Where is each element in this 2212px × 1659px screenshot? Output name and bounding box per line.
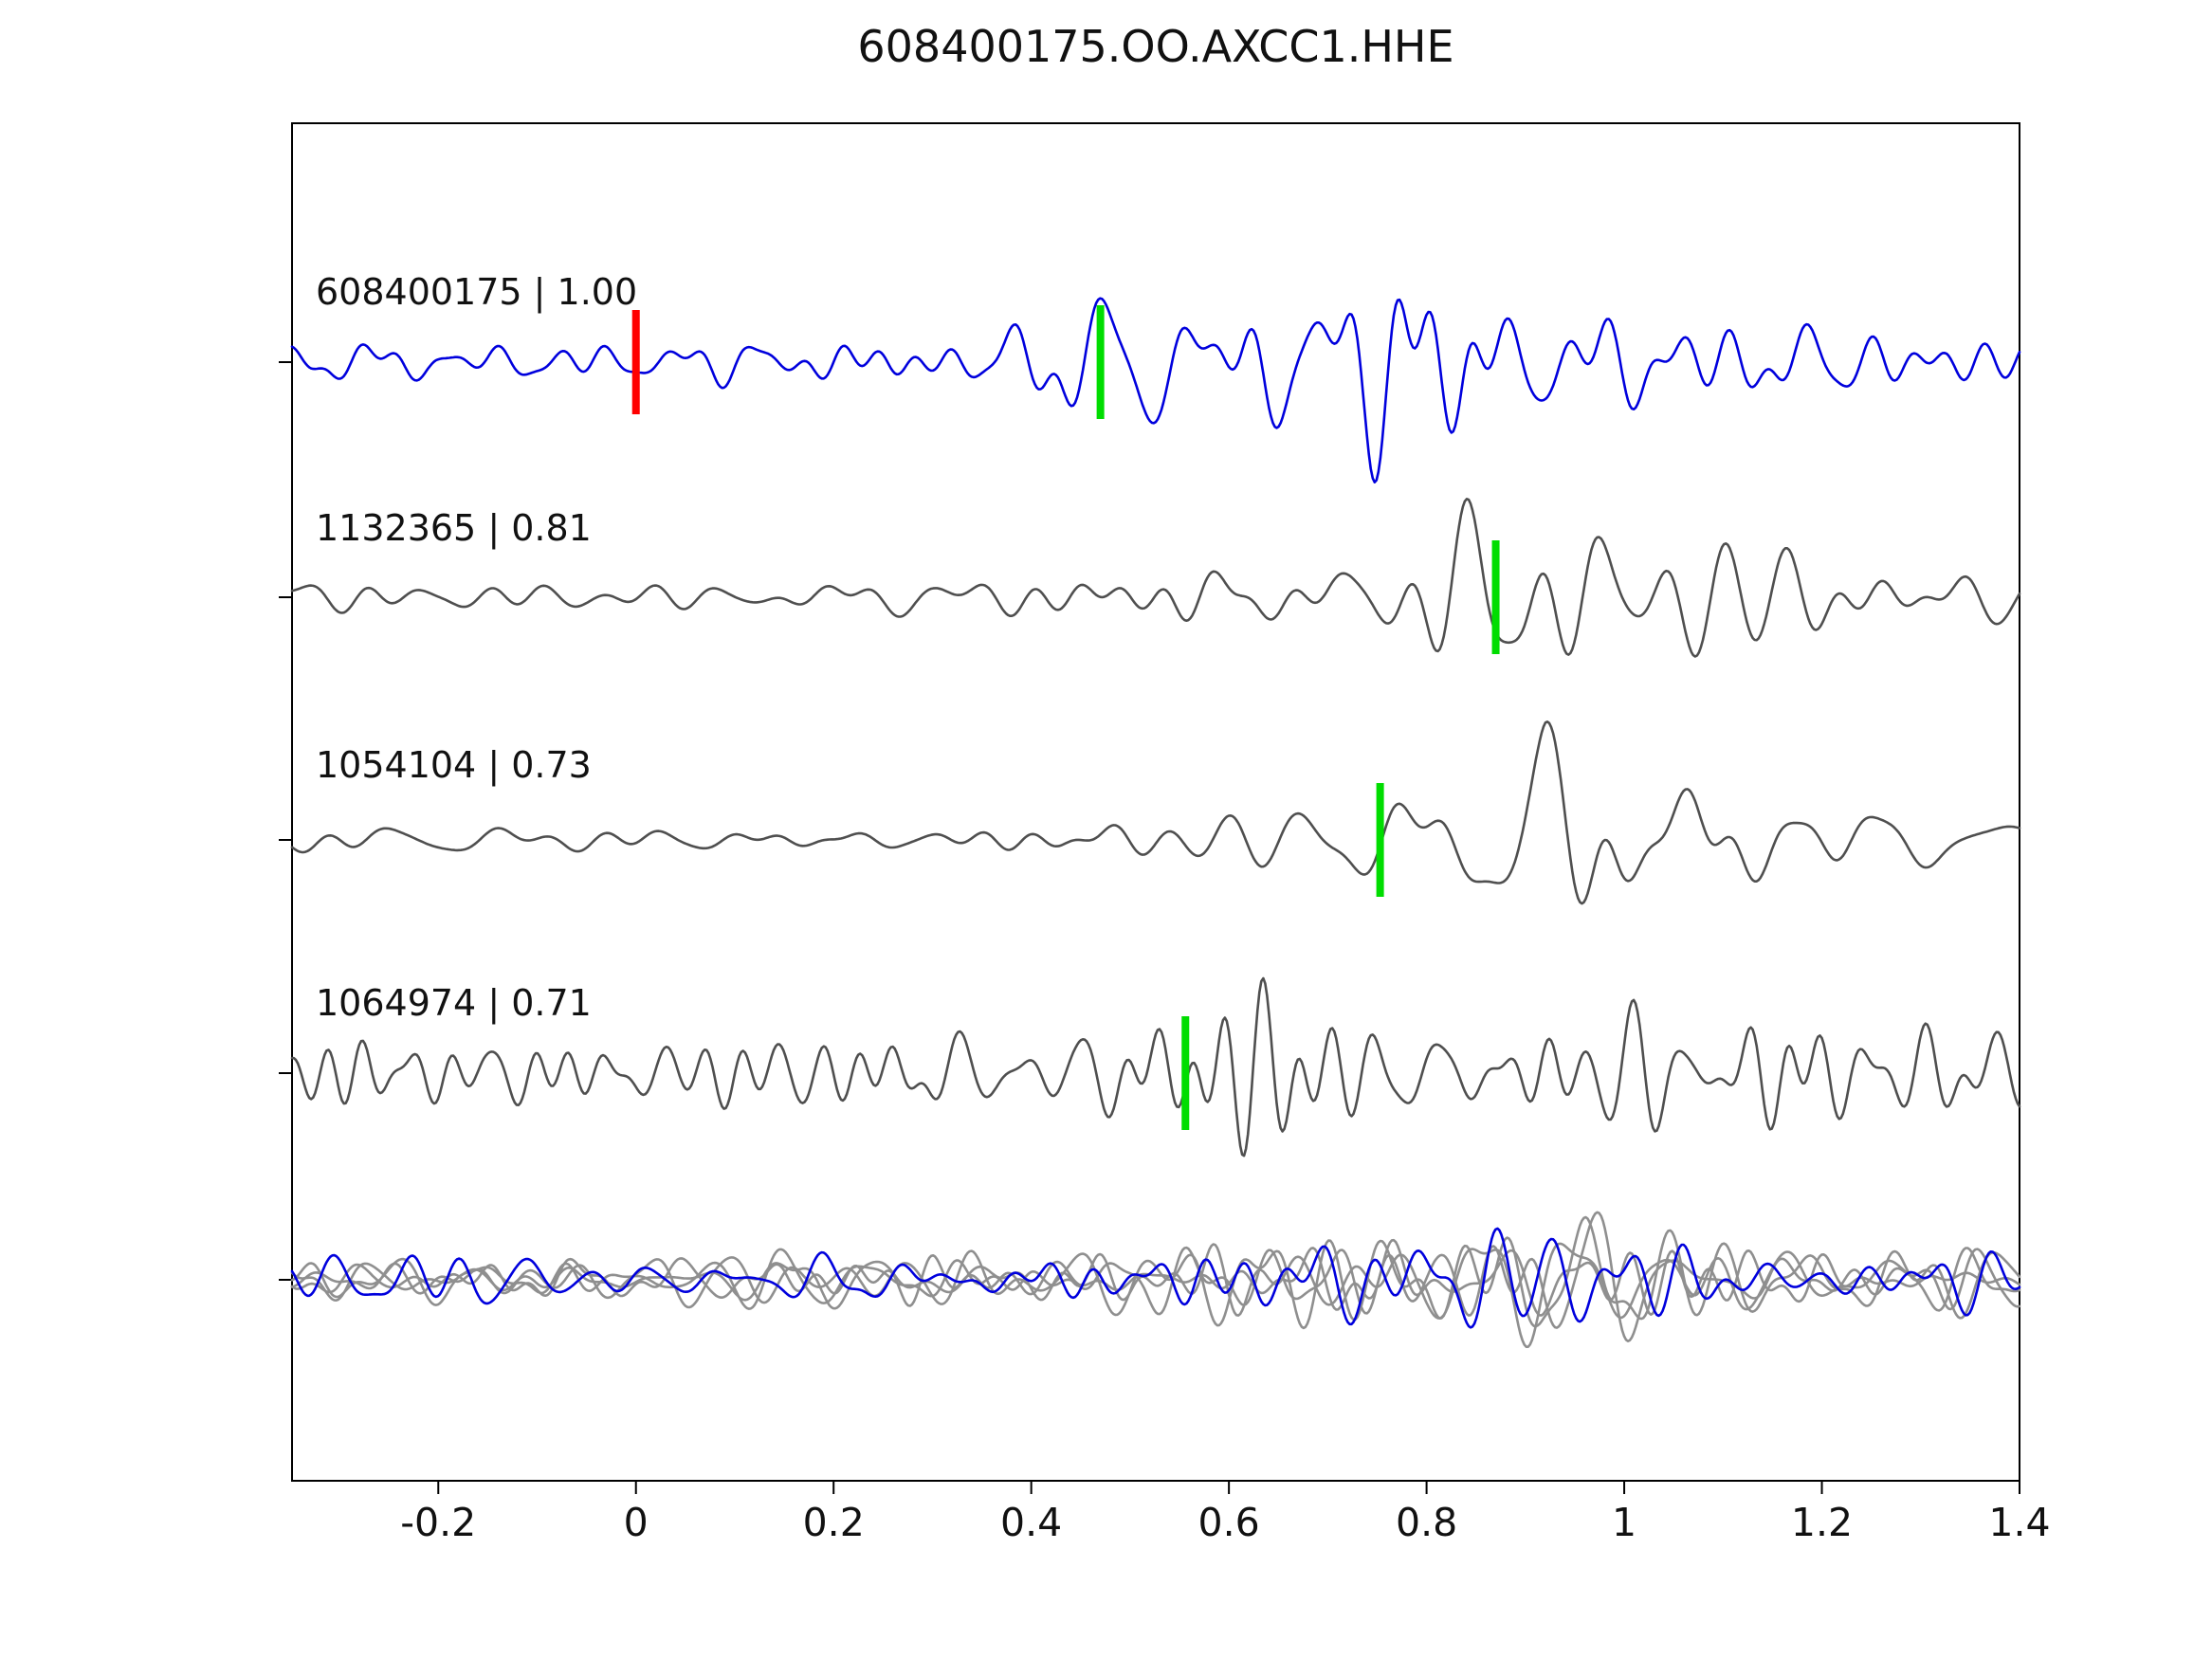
pick-marker bbox=[1181, 1016, 1190, 1130]
pick-marker bbox=[1376, 783, 1384, 897]
template-marker bbox=[631, 310, 640, 414]
overlay-trace-4 bbox=[290, 1227, 2021, 1329]
x-tick-label: 1 bbox=[1612, 1500, 1636, 1545]
chart-title: 608400175.OO.AXCC1.HHE bbox=[857, 21, 1454, 72]
trace-label-608400175: 608400175 | 1.00 bbox=[316, 271, 638, 313]
trace-label-1054104: 1054104 | 0.73 bbox=[316, 744, 592, 786]
overlay-trace-3 bbox=[290, 1238, 2021, 1317]
x-tick-label: 0.6 bbox=[1198, 1500, 1260, 1545]
x-tick-label: 0 bbox=[624, 1500, 649, 1545]
x-tick-label: 0.2 bbox=[803, 1500, 865, 1545]
x-tick-label: 1.2 bbox=[1791, 1500, 1853, 1545]
waveform-trace-1132365 bbox=[290, 498, 2021, 658]
trace-label-1064974: 1064974 | 0.71 bbox=[316, 982, 592, 1024]
pick-marker bbox=[1096, 305, 1105, 419]
x-tick-label: 1.4 bbox=[1988, 1500, 2050, 1545]
x-tick-label: -0.2 bbox=[400, 1500, 476, 1545]
x-tick-label: 0.4 bbox=[1000, 1500, 1062, 1545]
waveform-trace-1064974 bbox=[290, 976, 2021, 1158]
pick-marker bbox=[1491, 540, 1500, 654]
waveform-trace-1054104 bbox=[290, 720, 2021, 905]
waveform-trace-608400175 bbox=[290, 297, 2021, 483]
axes-box bbox=[291, 122, 2020, 1482]
trace-label-1132365: 1132365 | 0.81 bbox=[316, 507, 592, 549]
x-tick-label: 0.8 bbox=[1396, 1500, 1457, 1545]
